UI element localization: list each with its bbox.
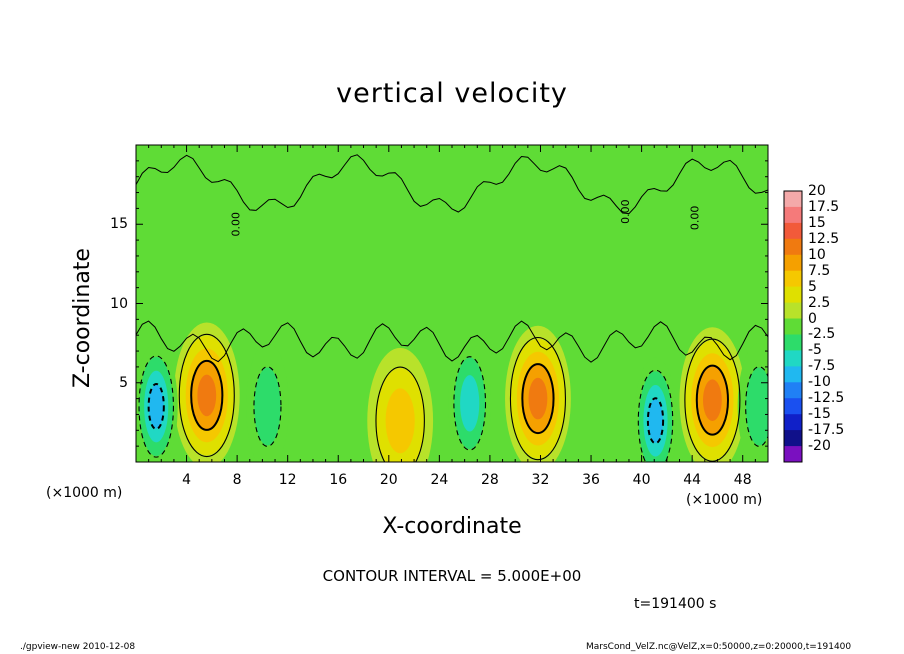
colorbar-swatch (784, 382, 802, 399)
colorbar-label: -15 (808, 406, 831, 423)
colorbar-swatch (784, 191, 802, 208)
colorbar-swatch (784, 366, 802, 383)
colorbar-swatch (784, 302, 802, 319)
downdraft-7-contour-10 (646, 397, 665, 445)
downdraft-7-band-4 (648, 398, 664, 443)
colorbar-label: 5 (808, 278, 817, 295)
downdraft-6-band-3 (460, 375, 480, 432)
downdraft-7-contour-5 (637, 369, 674, 462)
x-tick-label: 24 (430, 472, 449, 488)
x-axis-unit: (×1000 m) (686, 492, 763, 508)
zero-contour-lower (136, 320, 768, 363)
x-tick-label: 40 (632, 472, 651, 488)
downdraft-5-band-2 (254, 367, 281, 446)
x-tick-label: 28 (480, 472, 499, 488)
colorbar-swatch (784, 254, 802, 272)
x-tick-label: 32 (531, 472, 550, 488)
colorbar-swatch (784, 446, 802, 463)
contour-label: 0.00 (230, 212, 243, 237)
colorbar-swatch (784, 206, 802, 224)
colorbar-swatch (784, 430, 802, 447)
x-tick-label: 4 (182, 472, 192, 488)
updraft-0-band-5 (197, 374, 217, 417)
x-tick-label: 48 (733, 472, 752, 488)
y-axis-unit: (×1000 m) (46, 485, 123, 501)
x-tick-label: 12 (278, 472, 297, 488)
colorbar-label: -12.5 (808, 390, 845, 407)
updraft-2-contour-5 (509, 336, 567, 461)
contour-interval: CONTOUR INTERVAL = 5.000E+00 (322, 567, 582, 585)
x-axis-label: X-coordinate (0, 516, 904, 538)
colorbar-frame (783, 190, 803, 463)
colorbar-swatch (784, 414, 802, 431)
colorbar-label: 7.5 (808, 262, 831, 279)
x-tick-label: 8 (232, 472, 242, 488)
updraft-1-contour-5 (375, 366, 425, 462)
footer-right: MarsCond_VelZ.nc@VelZ,x=0:50000,z=0:2000… (586, 642, 852, 652)
colorbar-swatch (784, 238, 802, 256)
colorbar-label: -2.5 (808, 326, 836, 343)
colorbar-label: -17.5 (808, 422, 845, 439)
colorbar-label: -20 (808, 438, 831, 455)
footer-left: ./gpview-new 2010-12-08 (20, 642, 136, 652)
colorbar-label: -5 (808, 342, 822, 359)
updraft-1-band-3 (385, 388, 415, 454)
colorbar-label: -7.5 (808, 358, 836, 375)
x-tick-label: 36 (582, 472, 600, 488)
time-stamp: t=191400 s (634, 596, 717, 612)
y-axis-label: Z-coordinate (70, 248, 95, 388)
downdraft-4-band-4 (148, 384, 164, 429)
updraft-0-contour-5 (178, 333, 235, 458)
zero-contour-upper (136, 154, 768, 215)
colorbar-swatch (784, 286, 802, 303)
y-tick-label: 5 (119, 374, 128, 391)
colorbar-swatch (784, 222, 802, 240)
colorbar-swatch (784, 398, 802, 415)
colorbar-swatch (784, 350, 802, 367)
downdraft-6-contour-5 (453, 356, 487, 451)
x-tick-label: 16 (329, 472, 348, 488)
colorbar-swatch (784, 318, 802, 335)
downdraft-5-contour-5 (253, 366, 282, 447)
colorbar-label: 20 (808, 183, 826, 199)
colorbar-label: 17.5 (808, 198, 840, 215)
colorbar-label: 2.5 (808, 294, 831, 311)
y-tick-label: 15 (110, 216, 128, 233)
x-axis-label-text: X-coordinate (382, 514, 522, 539)
y-tick-label: 10 (110, 295, 128, 312)
colorbar-swatch (784, 270, 802, 288)
x-tick-label: 20 (379, 472, 398, 488)
updraft-3-contour-10 (695, 364, 729, 436)
updraft-2-contour-10 (521, 363, 555, 435)
contour-label: 0.00 (619, 199, 632, 224)
downdraft-8-band-2 (745, 367, 768, 446)
chart-title: vertical velocity (336, 78, 568, 109)
downdraft-4-contour-10 (147, 383, 165, 431)
colorbar-label: 0 (808, 310, 817, 327)
contour-label: 0.00 (688, 206, 701, 231)
colorbar-label: 10 (808, 246, 826, 263)
downdraft-4-contour-5 (138, 355, 174, 458)
colorbar-swatch (784, 334, 802, 351)
colorbar-label: -10 (808, 374, 831, 391)
updraft-0-contour-10 (190, 359, 224, 431)
updraft-2-band-5 (528, 377, 548, 420)
colorbar-label: 12.5 (808, 230, 840, 247)
colorbar-label: 15 (808, 214, 826, 231)
updraft-3-band-5 (702, 379, 722, 421)
x-tick-label: 44 (683, 472, 702, 488)
